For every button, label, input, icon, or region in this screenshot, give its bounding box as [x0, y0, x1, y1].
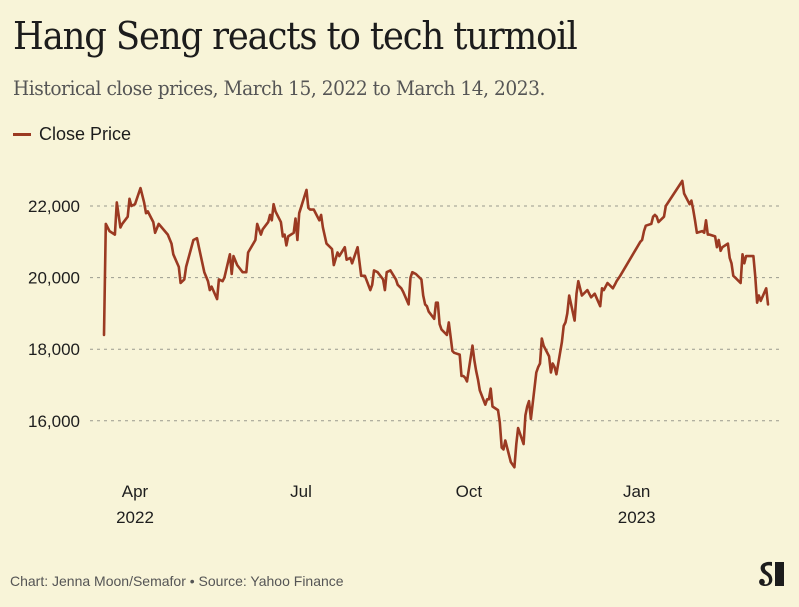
- y-axis: 16,000 18,000 20,000 22,000: [28, 197, 80, 431]
- series-group: [102, 179, 770, 469]
- legend-swatch-close-price: [13, 133, 31, 136]
- legend-label-close-price: Close Price: [39, 124, 132, 144]
- x-tick-sublabel: 2022: [116, 508, 154, 527]
- y-tick-label: 18,000: [28, 340, 80, 359]
- series-line-close-price: [102, 179, 770, 469]
- x-tick-label: Jan: [623, 482, 650, 501]
- source-credit: Chart: Jenna Moon/Semafor • Source: Yaho…: [10, 573, 344, 589]
- y-tick-label: 16,000: [28, 412, 80, 431]
- x-tick-sublabel: 2023: [618, 508, 656, 527]
- x-tick-label: Jul: [290, 482, 312, 501]
- y-tick-label: 22,000: [28, 197, 80, 216]
- semafor-logo-icon: [759, 561, 784, 586]
- chart-title: Hang Seng reacts to tech turmoil: [13, 14, 578, 58]
- x-axis: Apr 2022 Jul Oct Jan 2023: [116, 482, 655, 527]
- x-tick-label: Apr: [122, 482, 149, 501]
- x-tick-label: Oct: [456, 482, 483, 501]
- y-tick-label: 20,000: [28, 269, 80, 288]
- legend: Close Price: [13, 124, 131, 145]
- chart-subtitle: Historical close prices, March 15, 2022 …: [13, 76, 545, 100]
